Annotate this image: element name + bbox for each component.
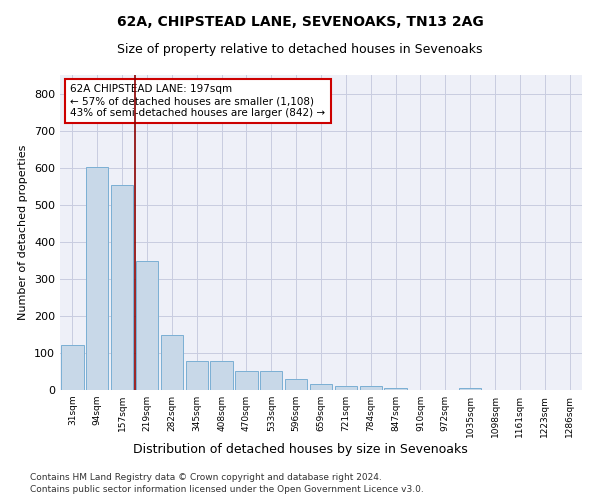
- Bar: [161, 335, 183, 390]
- Text: Size of property relative to detached houses in Sevenoaks: Size of property relative to detached ho…: [117, 42, 483, 56]
- Bar: [111, 184, 133, 390]
- Bar: [260, 372, 283, 390]
- Bar: [86, 168, 109, 390]
- Bar: [359, 386, 382, 390]
- Bar: [211, 361, 233, 390]
- Text: Contains public sector information licensed under the Open Government Licence v3: Contains public sector information licen…: [30, 485, 424, 494]
- Bar: [459, 388, 481, 390]
- Text: Contains HM Land Registry data © Crown copyright and database right 2024.: Contains HM Land Registry data © Crown c…: [30, 472, 382, 482]
- Bar: [235, 372, 257, 390]
- Bar: [385, 388, 407, 390]
- Text: 62A CHIPSTEAD LANE: 197sqm
← 57% of detached houses are smaller (1,108)
43% of s: 62A CHIPSTEAD LANE: 197sqm ← 57% of deta…: [70, 84, 326, 117]
- Bar: [285, 379, 307, 390]
- Bar: [61, 345, 83, 390]
- Bar: [310, 384, 332, 390]
- Bar: [335, 386, 357, 390]
- Y-axis label: Number of detached properties: Number of detached properties: [19, 145, 28, 320]
- Bar: [136, 262, 158, 390]
- Bar: [185, 361, 208, 390]
- Text: 62A, CHIPSTEAD LANE, SEVENOAKS, TN13 2AG: 62A, CHIPSTEAD LANE, SEVENOAKS, TN13 2AG: [116, 15, 484, 29]
- Text: Distribution of detached houses by size in Sevenoaks: Distribution of detached houses by size …: [133, 442, 467, 456]
